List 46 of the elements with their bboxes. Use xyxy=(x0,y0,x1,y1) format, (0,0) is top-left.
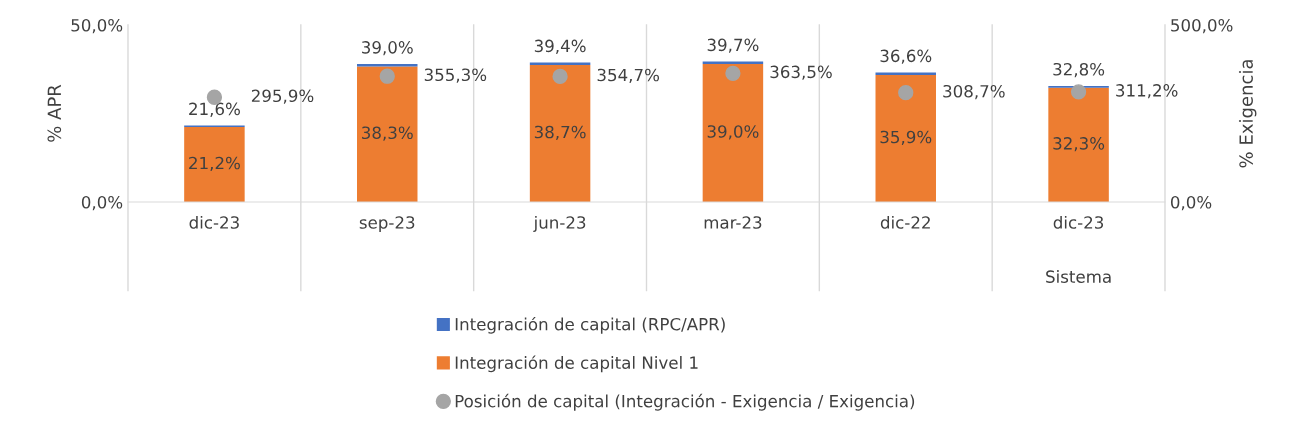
point xyxy=(725,65,741,81)
y2-tick-label: 500,0% xyxy=(1171,18,1233,34)
total-label: 39,0% xyxy=(362,41,413,56)
data-label: 39,0% xyxy=(707,125,759,140)
data-label: 21,2% xyxy=(189,156,240,172)
bar xyxy=(357,66,418,202)
y-tick-label: 50,0% xyxy=(71,18,123,34)
data-label: 363,5% xyxy=(770,65,832,80)
y-axis-title: % APR xyxy=(47,84,62,142)
x-tick-label: dic-23 xyxy=(1053,215,1104,229)
text: Sistema xyxy=(1046,270,1111,283)
data-label: 311,2% xyxy=(1116,84,1178,99)
point xyxy=(1070,84,1087,100)
data-label: 355,3% xyxy=(424,68,487,83)
x-tick-label: jun-23 xyxy=(533,215,586,233)
legend-label: Posición de capital (Integración - Exigencia / Exigencia) xyxy=(455,393,915,411)
total-label: 21,6% xyxy=(189,102,240,117)
bar xyxy=(875,74,936,202)
bar xyxy=(702,63,764,202)
data-label: 35,9% xyxy=(880,130,932,145)
data-label: 354,7% xyxy=(597,68,660,83)
bar xyxy=(184,126,245,202)
point xyxy=(898,85,914,101)
x-tick-label: dic-22 xyxy=(880,215,930,229)
bar xyxy=(1048,87,1109,202)
legend-label: Integración de capital (RPC/APR) xyxy=(455,316,725,334)
total-label: 36,6% xyxy=(880,49,932,64)
legend-label: Integración de capital Nivel 1 xyxy=(455,355,698,373)
total-label: 32,8% xyxy=(1053,62,1105,78)
data-label: 38,7% xyxy=(534,125,586,141)
data-label: 308,7% xyxy=(943,84,1005,100)
data-label: 38,3% xyxy=(362,126,413,141)
data-label: 32,3% xyxy=(1053,137,1105,152)
point xyxy=(552,68,568,85)
x-tick-label: dic-23 xyxy=(189,215,239,229)
point xyxy=(379,68,395,84)
bar xyxy=(875,72,936,75)
x-tick-label: mar-23 xyxy=(704,216,762,229)
x-tick-label: sep-23 xyxy=(359,216,415,233)
bar xyxy=(702,61,764,64)
y2-tick-label: 0,0% xyxy=(1170,195,1212,211)
total-label: 39,7% xyxy=(707,38,759,53)
bar xyxy=(529,65,591,202)
y2-axis-title: % Exigencia xyxy=(1238,60,1257,168)
total-label: 39,4% xyxy=(534,39,586,54)
data-label: 295,9% xyxy=(251,89,314,104)
